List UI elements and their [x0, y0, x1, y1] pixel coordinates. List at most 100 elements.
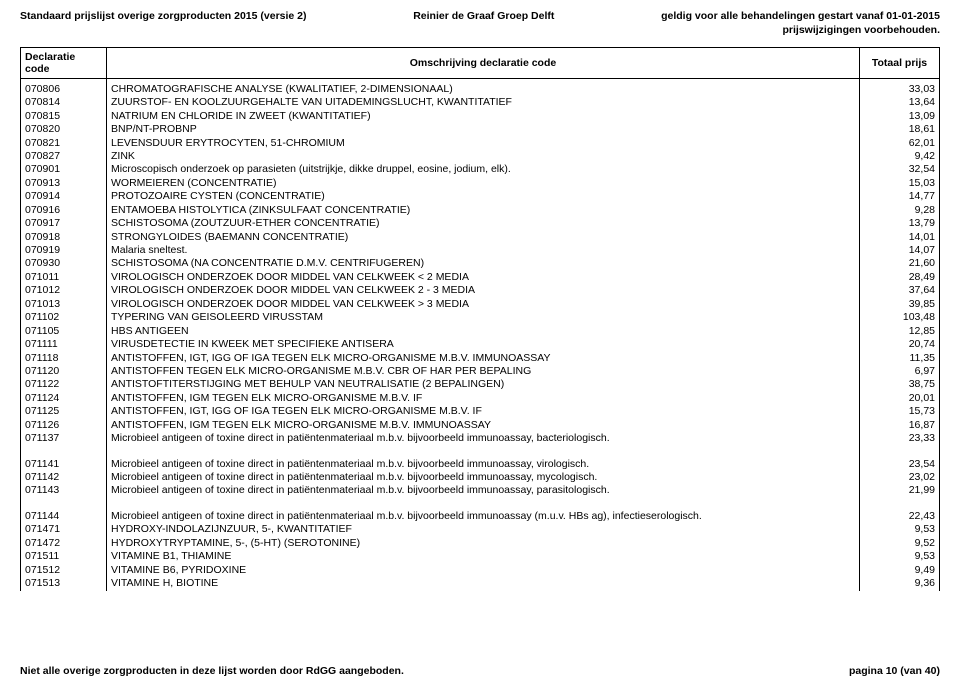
table-row: 070806CHROMATOGRAFISCHE ANALYSE (KWALITA…: [21, 83, 940, 96]
cell-desc: VITAMINE B1, THIAMINE: [107, 550, 860, 563]
cell-code: 070827: [21, 150, 107, 163]
cell-price: 23,33: [860, 432, 940, 445]
cell-desc: HYDROXYTRYPTAMINE, 5-, (5-HT) (SEROTONIN…: [107, 537, 860, 550]
cell-code: 070814: [21, 96, 107, 109]
cell-price: 9,52: [860, 537, 940, 550]
table-row: 070820BNP/NT-PROBNP18,61: [21, 123, 940, 136]
cell-desc: ANTISTOFTITERSTIJGING MET BEHULP VAN NEU…: [107, 378, 860, 391]
footer-left: Niet alle overige zorgproducten in deze …: [20, 665, 404, 677]
cell-code: 071124: [21, 392, 107, 405]
cell-code: 071471: [21, 523, 107, 536]
cell-code: 071472: [21, 537, 107, 550]
table-row: 070918STRONGYLOIDES (BAEMANN CONCENTRATI…: [21, 231, 940, 244]
table-row: 070919Malaria sneltest.14,07: [21, 244, 940, 257]
cell-price: 39,85: [860, 298, 940, 311]
table-row: 071142Microbieel antigeen of toxine dire…: [21, 471, 940, 484]
table-row: 070815NATRIUM EN CHLORIDE IN ZWEET (KWAN…: [21, 110, 940, 123]
cell-desc: STRONGYLOIDES (BAEMANN CONCENTRATIE): [107, 231, 860, 244]
cell-desc: VITAMINE H, BIOTINE: [107, 577, 860, 590]
cell-code: 071125: [21, 405, 107, 418]
table-row: 071511VITAMINE B1, THIAMINE9,53: [21, 550, 940, 563]
cell-desc: ANTISTOFFEN, IGM TEGEN ELK MICRO-ORGANIS…: [107, 419, 860, 432]
table-row: 071102TYPERING VAN GEISOLEERD VIRUSSTAM1…: [21, 311, 940, 324]
table-row: 071118ANTISTOFFEN, IGT, IGG OF IGA TEGEN…: [21, 352, 940, 365]
cell-price: 12,85: [860, 325, 940, 338]
cell-price: 22,43: [860, 510, 940, 523]
cell-price: 9,36: [860, 577, 940, 590]
cell-code: 070821: [21, 137, 107, 150]
table-row: 071013VIROLOGISCH ONDERZOEK DOOR MIDDEL …: [21, 298, 940, 311]
footer-right: pagina 10 (van 40): [849, 665, 940, 677]
cell-desc: Microbieel antigeen of toxine direct in …: [107, 484, 860, 497]
cell-price: 21,60: [860, 257, 940, 270]
cell-desc: VITAMINE B6, PYRIDOXINE: [107, 564, 860, 577]
table-row: 071143Microbieel antigeen of toxine dire…: [21, 484, 940, 497]
page-footer: Niet alle overige zorgproducten in deze …: [20, 665, 940, 677]
cell-desc: ANTISTOFFEN TEGEN ELK MICRO-ORGANISME M.…: [107, 365, 860, 378]
cell-price: 11,35: [860, 352, 940, 365]
cell-code: 070901: [21, 163, 107, 176]
table-row: 071513VITAMINE H, BIOTINE9,36: [21, 577, 940, 590]
table-row: 071120ANTISTOFFEN TEGEN ELK MICRO-ORGANI…: [21, 365, 940, 378]
table-row: 070930SCHISTOSOMA (NA CONCENTRATIE D.M.V…: [21, 257, 940, 270]
table-row: 070821LEVENSDUUR ERYTROCYTEN, 51-CHROMIU…: [21, 137, 940, 150]
table-row: 070913WORMEIEREN (CONCENTRATIE)15,03: [21, 177, 940, 190]
cell-code: 070815: [21, 110, 107, 123]
table-row: 070916ENTAMOEBA HISTOLYTICA (ZINKSULFAAT…: [21, 204, 940, 217]
cell-code: 070820: [21, 123, 107, 136]
cell-price: 28,49: [860, 271, 940, 284]
table-row: 071137Microbieel antigeen of toxine dire…: [21, 432, 940, 445]
header-title-right: geldig voor alle behandelingen gestart v…: [661, 10, 940, 37]
cell-price: 21,99: [860, 484, 940, 497]
cell-desc: HBS ANTIGEEN: [107, 325, 860, 338]
cell-desc: LEVENSDUUR ERYTROCYTEN, 51-CHROMIUM: [107, 137, 860, 150]
gap-row: [21, 498, 940, 510]
cell-price: 14,01: [860, 231, 940, 244]
cell-desc: CHROMATOGRAFISCHE ANALYSE (KWALITATIEF, …: [107, 83, 860, 96]
cell-code: 071012: [21, 284, 107, 297]
cell-code: 071143: [21, 484, 107, 497]
cell-price: 20,74: [860, 338, 940, 351]
table-row: 071122ANTISTOFTITERSTIJGING MET BEHULP V…: [21, 378, 940, 391]
cell-code: 071105: [21, 325, 107, 338]
cell-price: 13,79: [860, 217, 940, 230]
cell-price: 15,73: [860, 405, 940, 418]
cell-code: 071511: [21, 550, 107, 563]
cell-code: 070806: [21, 83, 107, 96]
cell-desc: BNP/NT-PROBNP: [107, 123, 860, 136]
table-row: 071125ANTISTOFFEN, IGT, IGG OF IGA TEGEN…: [21, 405, 940, 418]
cell-desc: VIROLOGISCH ONDERZOEK DOOR MIDDEL VAN CE…: [107, 298, 860, 311]
cell-code: 071141: [21, 458, 107, 471]
cell-code: 071144: [21, 510, 107, 523]
header-title-left: Standaard prijslijst overige zorgproduct…: [20, 10, 307, 22]
table-row: 071144Microbieel antigeen of toxine dire…: [21, 510, 940, 523]
cell-code: 071118: [21, 352, 107, 365]
header-right-line1: geldig voor alle behandelingen gestart v…: [661, 10, 940, 24]
cell-code: 071120: [21, 365, 107, 378]
cell-price: 9,28: [860, 204, 940, 217]
table-row: 070914PROTOZOAIRE CYSTEN (CONCENTRATIE)1…: [21, 190, 940, 203]
cell-price: 33,03: [860, 83, 940, 96]
cell-price: 62,01: [860, 137, 940, 150]
col-header-code: Declaratie code: [21, 48, 107, 79]
cell-price: 16,87: [860, 419, 940, 432]
cell-price: 14,07: [860, 244, 940, 257]
table-row: 071141Microbieel antigeen of toxine dire…: [21, 458, 940, 471]
cell-desc: ANTISTOFFEN, IGT, IGG OF IGA TEGEN ELK M…: [107, 352, 860, 365]
header-title-center: Reinier de Graaf Groep Delft: [413, 10, 554, 22]
cell-desc: WORMEIEREN (CONCENTRATIE): [107, 177, 860, 190]
cell-desc: Microbieel antigeen of toxine direct in …: [107, 510, 860, 523]
cell-code: 071137: [21, 432, 107, 445]
cell-code: 071513: [21, 577, 107, 590]
cell-price: 9,53: [860, 523, 940, 536]
cell-desc: TYPERING VAN GEISOLEERD VIRUSSTAM: [107, 311, 860, 324]
cell-price: 6,97: [860, 365, 940, 378]
cell-desc: VIROLOGISCH ONDERZOEK DOOR MIDDEL VAN CE…: [107, 271, 860, 284]
cell-desc: SCHISTOSOMA (ZOUTZUUR-ETHER CONCENTRATIE…: [107, 217, 860, 230]
cell-desc: Microbieel antigeen of toxine direct in …: [107, 471, 860, 484]
cell-price: 23,54: [860, 458, 940, 471]
cell-code: 071102: [21, 311, 107, 324]
cell-price: 37,64: [860, 284, 940, 297]
table-row: 071012VIROLOGISCH ONDERZOEK DOOR MIDDEL …: [21, 284, 940, 297]
cell-code: 071011: [21, 271, 107, 284]
